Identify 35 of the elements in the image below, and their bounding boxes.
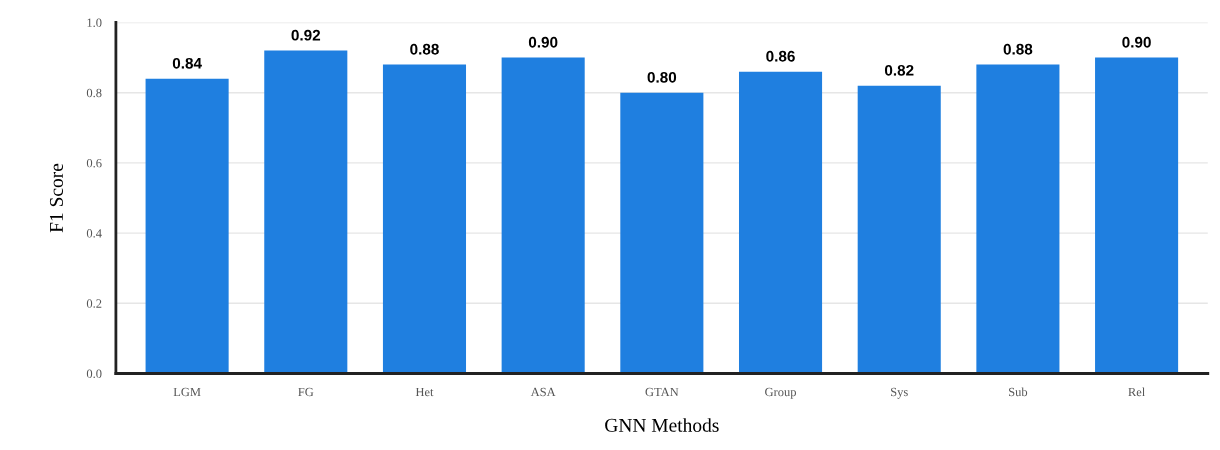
x-tick-label: LGM: [173, 387, 201, 397]
x-axis-title: GNN Methods: [605, 418, 719, 432]
data-label: 0.88: [410, 43, 439, 55]
bar: [620, 92, 704, 374]
x-tick-label: Sub: [1009, 387, 1028, 397]
bar: [501, 57, 585, 374]
data-label: 0.90: [1122, 36, 1151, 48]
bar: [145, 78, 229, 374]
bar: [857, 85, 941, 374]
data-label: 0.88: [1003, 43, 1033, 55]
data-label: 0.90: [528, 36, 558, 48]
data-label: 0.84: [172, 57, 202, 69]
x-tick-label: Het: [415, 387, 434, 397]
data-label: 0.80: [647, 71, 677, 83]
y-tick-label: 1.0: [87, 18, 102, 28]
bar: [739, 71, 823, 374]
bar: [976, 64, 1060, 374]
x-tick-label: GTAN: [645, 387, 679, 397]
x-tick-label: ASA: [530, 387, 556, 397]
bar: [264, 50, 348, 374]
y-tick-label: 0.0: [86, 369, 102, 379]
y-tick-label: 0.8: [86, 88, 102, 98]
x-tick-label: Rel: [1128, 387, 1146, 397]
data-label: 0.86: [766, 50, 795, 62]
y-axis-title: F1 Score: [49, 163, 63, 233]
y-tick-label: 0.6: [86, 158, 102, 168]
x-tick-label: FG: [298, 387, 314, 397]
bar: [1095, 57, 1179, 374]
x-tick-label: Sys: [891, 387, 908, 399]
y-tick-label: 0.4: [86, 229, 102, 238]
data-label: 0.82: [884, 64, 914, 76]
bar: [382, 64, 467, 374]
data-label: 0.92: [291, 29, 321, 41]
y-tick-label: 0.2: [86, 299, 102, 308]
x-tick-label: Group: [765, 387, 797, 399]
